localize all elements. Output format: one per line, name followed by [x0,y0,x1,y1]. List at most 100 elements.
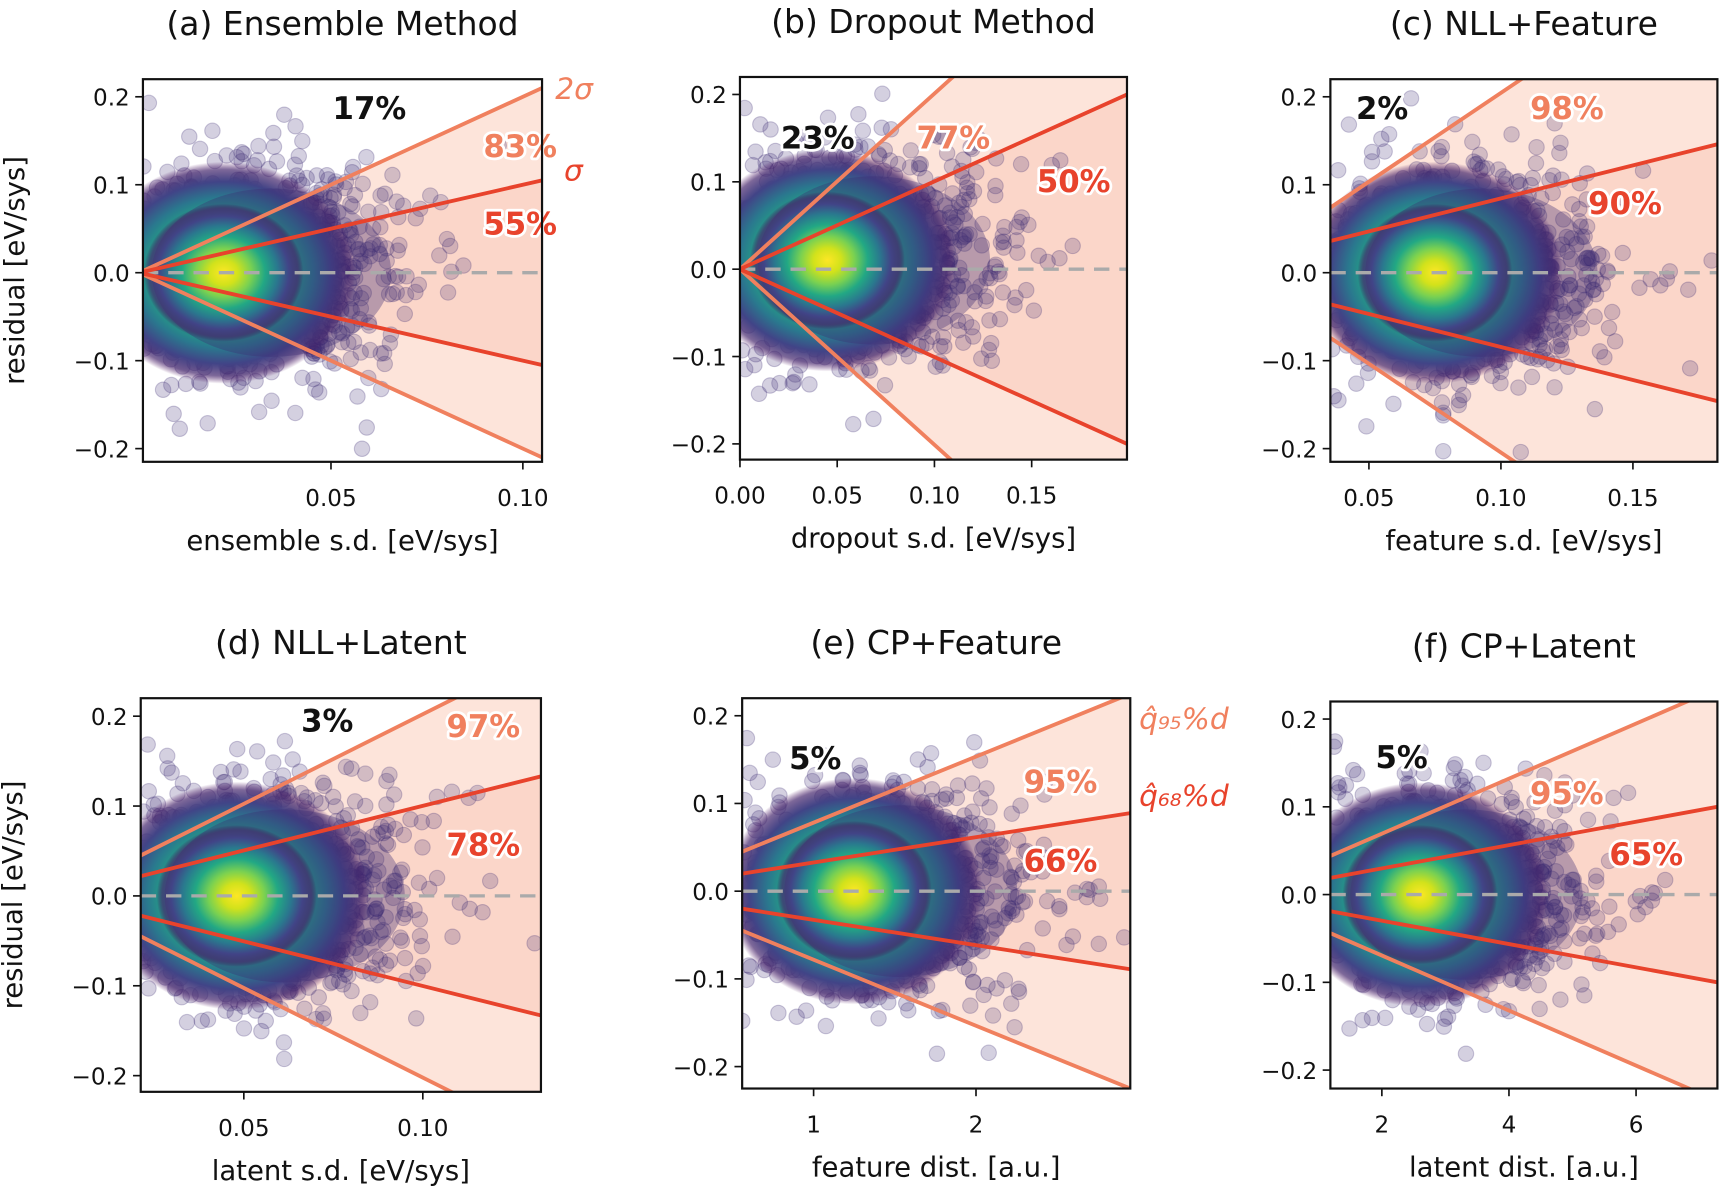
scatter-point [1010,983,1028,1001]
scatter-point [352,946,369,963]
y-tick-label: 0.0 [690,258,727,284]
scatter-point [961,226,978,243]
axes-frame [1329,78,1719,463]
scatter-point [1013,209,1031,226]
scatter-point [1527,155,1545,172]
y-tick-label: −0.1 [71,975,127,1001]
scatter-point [377,835,395,852]
2sigma-lower-line [742,928,1131,1089]
scatter-point [992,234,1010,251]
scatter-point [248,743,266,760]
scatter-point [1578,249,1596,267]
x-tick-label: 0.05 [812,484,863,510]
2sigma-lower-line [739,267,954,460]
scatter-point [901,159,919,176]
plot-area [742,698,1131,1089]
scatter-point [1614,244,1632,262]
scatter-point [988,920,1005,937]
x-tick-label: 0.10 [397,1116,448,1142]
scatter-point [204,122,221,140]
scatter-point [958,179,976,197]
scatter-point [912,155,930,173]
scatter-point [1652,277,1669,294]
scatter-point [844,415,862,433]
x-axis-label: feature s.d. [eV/sys] [1385,525,1662,557]
scatter-point [154,381,172,399]
scatter-point [1014,894,1031,911]
scatter-point [411,911,429,928]
scatter-point [140,782,158,800]
scatter-point [163,376,180,394]
scatter-point [1064,237,1081,255]
scatter-point [801,376,818,393]
scatter-point [294,369,311,387]
scatter-point [944,185,961,202]
scatter-point [1002,995,1020,1012]
scatter-point [409,965,426,982]
scatter-point [334,976,352,993]
scatter-point [361,927,378,944]
scatter-point [1036,773,1054,791]
scatter-point [1606,333,1624,350]
scatter-point [250,403,268,421]
scatter-point [986,186,1004,204]
scatter-point [975,986,992,1004]
y-tick-label: 0.2 [690,83,727,109]
scatter-point [1036,786,1053,803]
scatter-point [235,145,252,163]
scatter-point [371,245,389,263]
scatter-point [1464,133,1481,151]
scatter-point [378,796,395,813]
scatter-point [314,774,332,791]
scatter-point [1017,281,1035,299]
scatter-point [964,973,982,991]
scatter-point [344,198,361,215]
scatter-point [1471,146,1488,164]
scatter-point [1412,742,1429,760]
scatter-point [1402,90,1420,107]
plot-area [140,698,541,1092]
scatter-point [371,951,389,968]
scatter-point [973,237,991,254]
scatter-point [461,900,479,918]
scatter-point [444,928,461,945]
annotation-band_2: 95% [1024,765,1098,801]
scatter-point [1571,213,1588,230]
y-tick-label: 0.2 [692,705,729,731]
scatter-point [307,381,324,398]
scatter-point [996,971,1014,989]
scatter-point [1571,311,1588,328]
scatter-point [933,128,951,145]
scatter-point [233,144,250,161]
scatter-point [1006,857,1023,874]
scatter-point [979,976,996,994]
x-tick-label: 0.15 [1006,484,1057,510]
scatter-point [767,142,784,160]
scatter-point [275,106,293,123]
scatter-point [1573,228,1591,246]
axes-frame [139,697,543,1093]
scatter-point [439,284,457,301]
y-tick-label: −0.1 [671,345,727,371]
scatter-point [954,334,972,351]
scatter-point [1433,138,1451,156]
1sigma-lower-line [142,271,543,367]
scatter-point [228,740,246,758]
scatter-point [1572,218,1589,235]
scatter-point [995,239,1012,256]
scatter-point [747,143,764,160]
annotation-outside: 3% [301,704,353,740]
scatter-point [1563,230,1580,247]
scatter-point [358,419,376,436]
scatter-point [1000,899,1018,916]
scatter-point [490,137,507,154]
scatter-point [1051,249,1068,267]
scatter-point [742,957,757,974]
scatter-point [381,877,399,895]
scatter-point [396,900,413,918]
scatter-point [1008,906,1025,923]
scatter-point [358,148,375,166]
scatter-point [387,872,404,890]
scatter-point [324,788,342,806]
scatter-point [996,909,1014,927]
